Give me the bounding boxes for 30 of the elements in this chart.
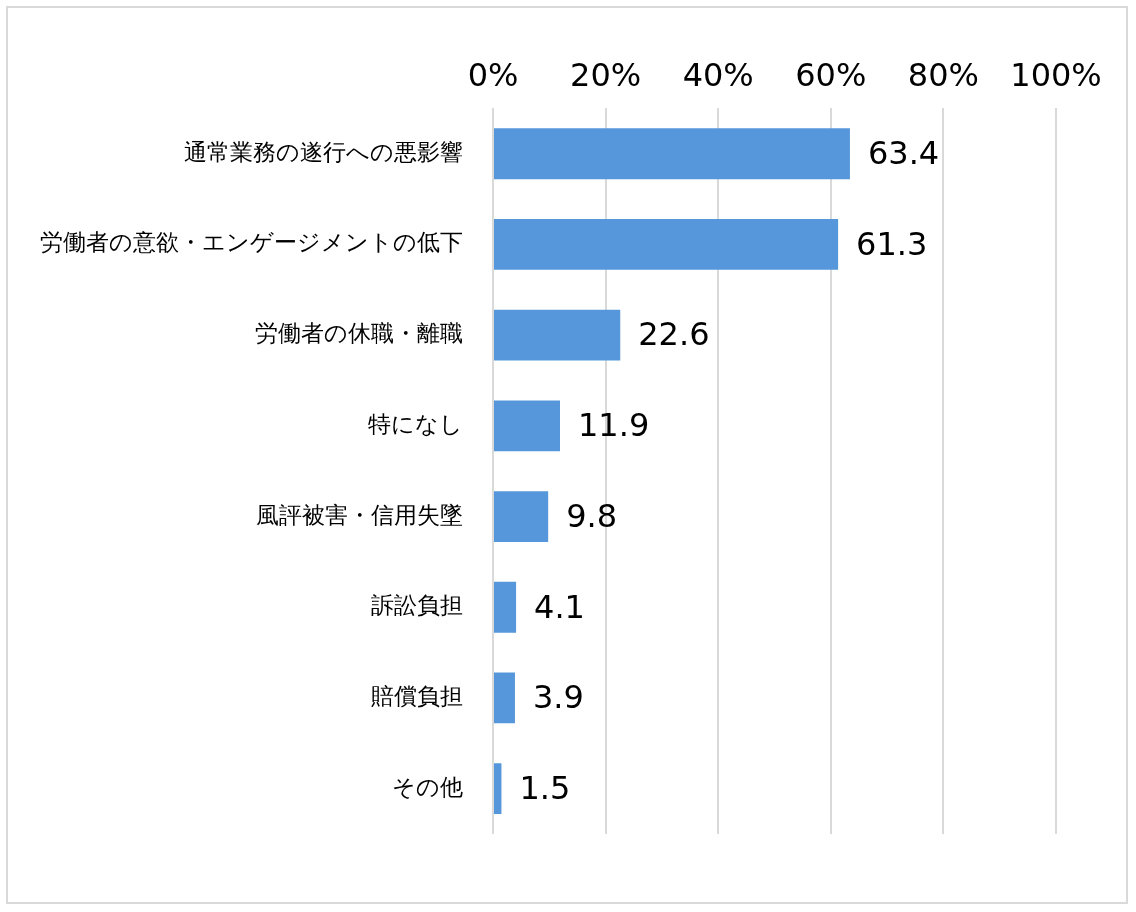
x-tick-label: 20% (570, 55, 642, 94)
data-label: 9.8 (566, 496, 618, 535)
data-label: 3.9 (532, 678, 584, 717)
y-tick-label: 特になし (368, 410, 463, 437)
y-tick-label: その他 (392, 773, 463, 800)
data-label: 11.9 (578, 406, 650, 445)
data-label: 63.4 (867, 134, 940, 173)
y-tick-label: 労働者の休職・離職 (255, 320, 463, 347)
x-tick-label: 40% (682, 55, 754, 94)
bar (494, 672, 515, 724)
y-tick-label: 風評被害・信用失墜 (256, 501, 463, 528)
y-tick-label: 労働者の意欲・エンゲージメントの低下 (40, 229, 463, 256)
bar (494, 219, 839, 270)
y-tick-label: 通常業務の遂行への悪影響 (184, 138, 463, 165)
data-label: 22.6 (638, 315, 710, 354)
bar (494, 128, 850, 180)
bar (494, 400, 560, 452)
bar (494, 491, 549, 542)
x-tick-label: 0% (467, 55, 519, 94)
y-tick-label: 賠償負担 (371, 682, 463, 709)
x-tick-label: 80% (907, 55, 979, 94)
data-label: 1.5 (519, 768, 571, 807)
data-label: 4.1 (534, 587, 585, 626)
bar (494, 309, 621, 361)
y-tick-label: 訴訟負担 (371, 592, 463, 619)
data-label: 61.3 (856, 224, 928, 263)
bar (494, 581, 517, 633)
x-tick-label: 100% (1010, 55, 1102, 94)
x-tick-label: 60% (795, 55, 867, 94)
bar (494, 763, 502, 815)
